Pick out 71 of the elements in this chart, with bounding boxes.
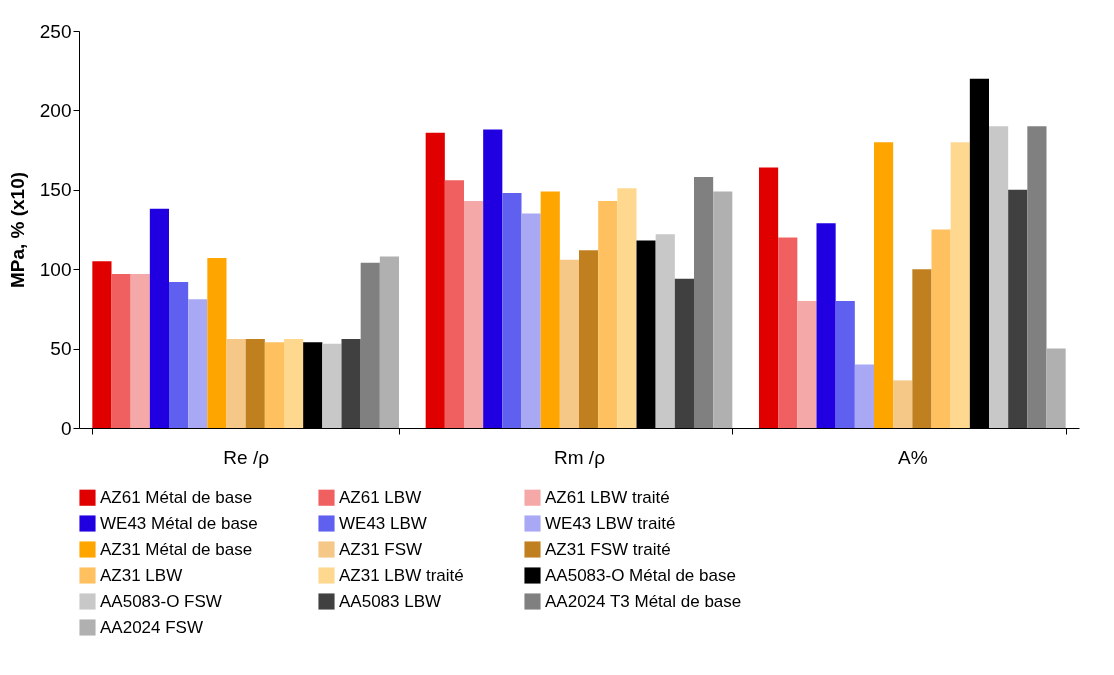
bar: [854, 364, 874, 428]
legend-label: WE43 LBW traité: [545, 513, 676, 533]
bar: [617, 188, 637, 428]
legend-label: AZ31 FSW traité: [545, 539, 671, 559]
bar: [778, 237, 798, 428]
bar: [188, 299, 208, 428]
bar: [207, 258, 227, 428]
bar: [579, 250, 599, 428]
legend-label: AZ31 LBW traité: [339, 565, 464, 585]
legend-label: AZ61 Métal de base: [100, 487, 253, 507]
legend-label: AZ31 Métal de base: [100, 539, 253, 559]
legend-label: WE43 LBW: [339, 513, 427, 533]
bar: [425, 132, 445, 428]
bar: [130, 273, 150, 428]
x-tick-label: Re /ρ: [223, 446, 270, 468]
y-tick-label: 150: [39, 179, 72, 201]
bar: [92, 261, 112, 428]
legend-label: AZ61 LBW: [339, 487, 422, 507]
bar: [169, 281, 189, 428]
y-tick-label: 100: [39, 258, 72, 280]
bar: [341, 339, 361, 428]
bar: [835, 300, 855, 428]
bar: [502, 192, 522, 428]
legend-label: AZ31 FSW: [339, 539, 423, 559]
bar: [893, 380, 913, 428]
bar: [797, 300, 817, 428]
y-tick-label: 0: [60, 417, 72, 439]
y-tick-label: 250: [39, 20, 72, 42]
bar: [674, 278, 694, 428]
bar: [540, 191, 560, 428]
bar: [931, 229, 951, 428]
x-tick-label: Rm /ρ: [554, 446, 606, 468]
legend-label: AA5083 LBW: [339, 591, 442, 611]
y-tick-label: 200: [39, 99, 72, 121]
legend-label: WE43 Métal de base: [100, 513, 258, 533]
bar: [598, 200, 618, 428]
legend-label: AA2024 FSW: [100, 617, 203, 637]
bar: [874, 142, 894, 428]
legend-label: AZ31 LBW: [100, 565, 183, 585]
bar: [245, 339, 265, 428]
bar: [444, 180, 464, 428]
bar: [559, 259, 579, 428]
bar: [1008, 189, 1028, 428]
bar: [950, 142, 970, 428]
bar: [1027, 126, 1047, 428]
bar: [521, 213, 541, 428]
bar: [483, 129, 503, 428]
bar: [360, 262, 380, 428]
legend-label: AA5083-O Métal de base: [545, 565, 736, 585]
bar: [759, 167, 779, 428]
bar: [284, 339, 304, 428]
legend-label: AZ61 LBW traité: [545, 487, 670, 507]
y-tick-label: 50: [50, 338, 72, 360]
bar: [713, 191, 733, 428]
bar: [816, 223, 836, 428]
bar: [912, 269, 932, 428]
bar: [989, 126, 1009, 428]
legend-label: AA2024 T3 Métal de base: [545, 591, 742, 611]
bar: [322, 343, 342, 428]
y-axis-title: MPa, % (x10): [6, 171, 28, 289]
bar: [111, 273, 131, 428]
x-tick-label: A%: [898, 446, 928, 468]
legend-label: AA5083-O FSW: [100, 591, 222, 611]
bar: [264, 342, 284, 428]
bar: [694, 177, 714, 428]
bar: [1046, 348, 1066, 428]
bar: [655, 234, 675, 428]
bar: [464, 200, 484, 428]
bar: [226, 339, 246, 428]
bar: [379, 256, 399, 428]
bar: [149, 208, 169, 428]
